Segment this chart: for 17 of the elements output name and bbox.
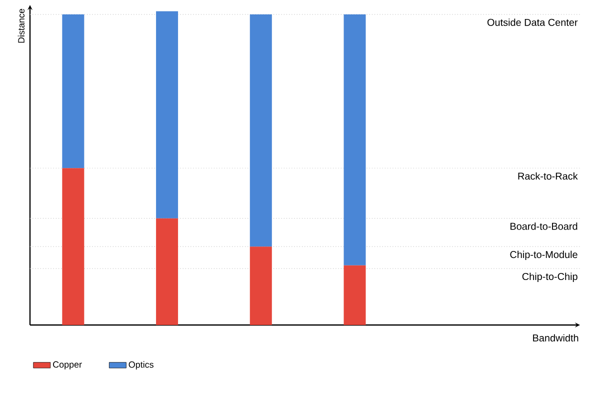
ref-line-label: Rack-to-Rack — [518, 172, 578, 180]
legend-label: Optics — [128, 361, 154, 370]
bar — [250, 246, 272, 325]
bar — [62, 168, 84, 325]
bar — [62, 14, 84, 168]
ref-line-label: Board-to-Board — [510, 222, 578, 230]
y-axis-title: Distance — [18, 8, 24, 43]
legend-label: Copper — [53, 361, 82, 370]
bar — [344, 265, 366, 325]
bar — [344, 14, 366, 266]
ref-line-label: Outside Data Center — [487, 18, 578, 26]
ref-line-label: Chip-to-Chip — [522, 272, 578, 282]
bar — [250, 14, 272, 247]
text: Bandwidth — [533, 334, 578, 342]
ref-line-label: Chip-to-Module — [510, 250, 578, 260]
bar — [156, 218, 178, 325]
bar — [156, 11, 178, 218]
